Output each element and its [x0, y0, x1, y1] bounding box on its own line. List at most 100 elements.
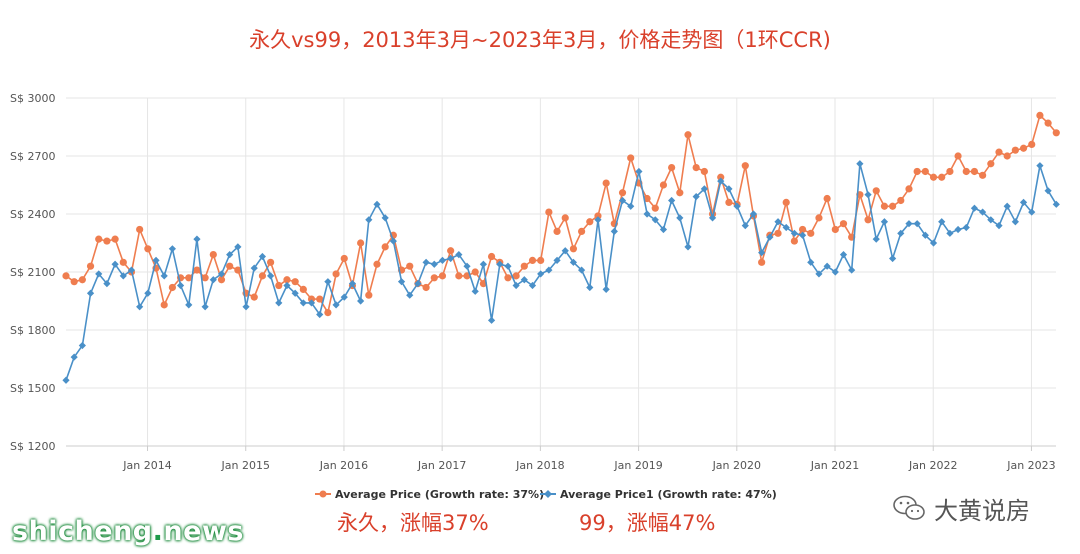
series-2-point[interactable] — [725, 185, 733, 193]
series-1-point[interactable] — [283, 276, 291, 284]
series-1-point[interactable] — [430, 274, 438, 282]
series-2-point[interactable] — [1003, 202, 1011, 210]
series-2-point[interactable] — [127, 266, 136, 274]
series-1-point[interactable] — [307, 295, 316, 303]
series-2-point[interactable] — [70, 353, 78, 361]
series-1-point[interactable] — [905, 185, 913, 193]
series-1-point[interactable] — [545, 208, 553, 216]
series-1-point[interactable] — [880, 202, 889, 210]
series-2-point[interactable] — [144, 289, 152, 297]
series-2-point[interactable] — [430, 260, 438, 268]
series-2-point[interactable] — [528, 281, 537, 290]
series-2-point[interactable] — [520, 276, 528, 284]
series-1-point[interactable] — [578, 227, 586, 235]
series-2-point[interactable] — [545, 266, 553, 274]
series-2-point[interactable] — [496, 260, 504, 268]
series-1-point[interactable] — [864, 216, 872, 224]
series-1-point[interactable] — [447, 247, 455, 255]
series-1-point[interactable] — [627, 154, 635, 162]
series-1-point[interactable] — [316, 295, 324, 303]
series-2-point[interactable] — [774, 218, 782, 226]
series-1-point[interactable] — [168, 283, 176, 292]
series-1-point[interactable] — [487, 252, 496, 261]
series-1-point[interactable] — [1052, 129, 1060, 137]
series-1-point[interactable] — [144, 245, 152, 253]
series-1-point[interactable] — [659, 181, 668, 189]
series-2-point[interactable] — [627, 202, 635, 210]
series-1-point[interactable] — [1003, 152, 1011, 160]
series-1-point[interactable] — [201, 274, 209, 282]
series-2-point[interactable] — [242, 303, 250, 311]
series-2-point[interactable] — [348, 280, 357, 288]
series-1-point[interactable] — [291, 278, 299, 286]
series-2-point[interactable] — [193, 235, 201, 243]
series-2-point[interactable] — [659, 225, 668, 234]
series-1-point[interactable] — [798, 225, 807, 234]
series-2-point[interactable] — [397, 278, 406, 286]
series-2-point[interactable] — [119, 272, 127, 280]
series-2-point[interactable] — [209, 276, 217, 284]
series-2-point[interactable] — [553, 256, 561, 264]
series-1-point[interactable] — [381, 243, 389, 251]
series-2-point[interactable] — [381, 214, 389, 222]
series-2-point[interactable] — [970, 204, 979, 212]
series-1-point[interactable] — [373, 260, 381, 268]
series-1-point[interactable] — [455, 272, 463, 280]
series-1-point[interactable] — [95, 235, 103, 243]
series-2-point[interactable] — [283, 281, 291, 290]
series-1-point[interactable] — [717, 173, 725, 181]
series-1-point[interactable] — [962, 167, 970, 176]
series-2-point[interactable] — [406, 291, 414, 299]
series-1-point[interactable] — [979, 171, 987, 179]
series-1-point[interactable] — [357, 239, 365, 247]
series-1-point[interactable] — [553, 227, 561, 235]
series-1-point[interactable] — [1019, 144, 1028, 152]
series-1-point[interactable] — [692, 164, 700, 172]
series-1-point[interactable] — [586, 218, 594, 226]
series-1-point[interactable] — [700, 167, 708, 176]
series-1-point[interactable] — [741, 162, 749, 170]
series-2-point[interactable] — [929, 239, 938, 247]
series-2-point[interactable] — [815, 270, 823, 278]
series-2-point[interactable] — [267, 272, 275, 280]
series-1-point[interactable] — [226, 262, 234, 270]
series-1-point[interactable] — [987, 160, 995, 168]
series-1-point[interactable] — [643, 194, 651, 203]
series-1-point[interactable] — [136, 225, 144, 234]
series-1-point[interactable] — [815, 214, 823, 222]
series-1-point[interactable] — [422, 283, 430, 292]
series-2-point[interactable] — [95, 270, 103, 278]
series-1-point[interactable] — [103, 237, 111, 245]
series-2-point[interactable] — [307, 299, 316, 307]
series-1-point[interactable] — [78, 276, 86, 284]
series-2-point[interactable] — [954, 225, 962, 234]
series-2-point[interactable] — [569, 258, 578, 266]
series-1-point[interactable] — [946, 167, 954, 176]
series-2-point[interactable] — [455, 251, 463, 259]
series-1-point[interactable] — [438, 272, 447, 280]
series-2-point[interactable] — [651, 216, 659, 224]
series-2-point[interactable] — [316, 310, 324, 319]
series-1-point[interactable] — [897, 196, 905, 205]
series-1-point[interactable] — [831, 225, 839, 234]
series-2-point[interactable] — [1044, 187, 1052, 195]
series-1-point[interactable] — [332, 270, 340, 278]
series-1-point[interactable] — [913, 167, 921, 176]
series-2-point[interactable] — [749, 210, 758, 218]
series-2-point[interactable] — [1036, 162, 1044, 170]
series-2-point[interactable] — [291, 289, 299, 297]
series-2-point[interactable] — [889, 254, 897, 263]
series-2-point[interactable] — [160, 272, 168, 280]
series-1-point[interactable] — [528, 256, 537, 264]
series-1-point[interactable] — [569, 245, 578, 253]
series-1-point[interactable] — [1028, 140, 1036, 148]
series-2-point[interactable] — [62, 376, 70, 384]
series-1-point[interactable] — [160, 301, 168, 309]
series-2-point[interactable] — [422, 258, 430, 266]
series-2-point[interactable] — [185, 301, 193, 309]
series-2-point[interactable] — [635, 167, 643, 176]
series-1-point[interactable] — [889, 202, 897, 210]
series-2-point[interactable] — [594, 216, 602, 224]
series-2-point[interactable] — [979, 208, 987, 216]
series-1-point[interactable] — [185, 274, 193, 282]
